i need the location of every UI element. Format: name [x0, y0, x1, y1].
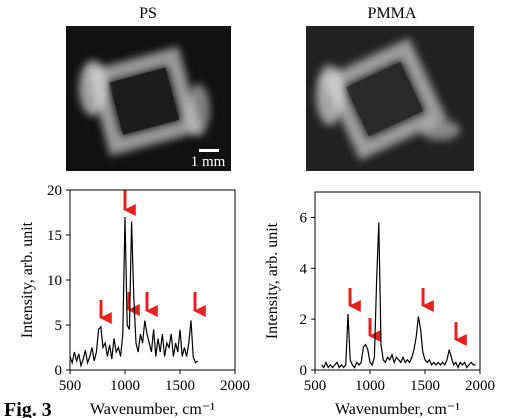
y-tick-label: 4	[300, 261, 308, 277]
y-tick-label: 6	[300, 210, 308, 226]
chart-title: PS	[139, 5, 157, 22]
y-tick-label: 20	[47, 183, 62, 199]
x-axis-title: Wavenumber, cm⁻¹	[90, 401, 215, 418]
y-tick-label: 5	[55, 318, 63, 334]
spectrum-line	[69, 216, 198, 368]
peak-arrows	[99, 190, 467, 346]
x-axis-title: Wavenumber, cm⁻¹	[335, 401, 460, 418]
spectrum-line	[321, 222, 476, 369]
x-tick-label: 2000	[220, 378, 250, 394]
y-tick-label: 0	[55, 363, 63, 379]
x-tick-label: 1500	[165, 378, 195, 394]
x-tick-label: 500	[59, 378, 82, 394]
y-tick-label: 15	[47, 228, 62, 244]
y-axis-title: Intensity, arb. unit	[264, 222, 281, 339]
y-axis-title: Intensity, arb. unit	[19, 221, 36, 338]
caption: Fig. 3	[4, 399, 52, 418]
y-tick-label: 0	[300, 363, 308, 379]
y-tick-label: 2	[300, 312, 308, 328]
y-tick-label: 10	[47, 273, 62, 289]
pmma-image	[306, 26, 474, 171]
scale-bar-label: 1 mm	[191, 154, 226, 170]
x-tick-label: 1500	[410, 378, 440, 394]
plot-frame	[314, 191, 481, 371]
x-tick-label: 500	[304, 378, 327, 394]
ps-image: 1 mm	[66, 26, 231, 171]
x-tick-label: 1000	[110, 378, 140, 394]
x-tick-label: 1000	[355, 378, 385, 394]
x-tick-label: 2000	[465, 378, 495, 394]
chart-title: PMMA	[368, 5, 417, 22]
